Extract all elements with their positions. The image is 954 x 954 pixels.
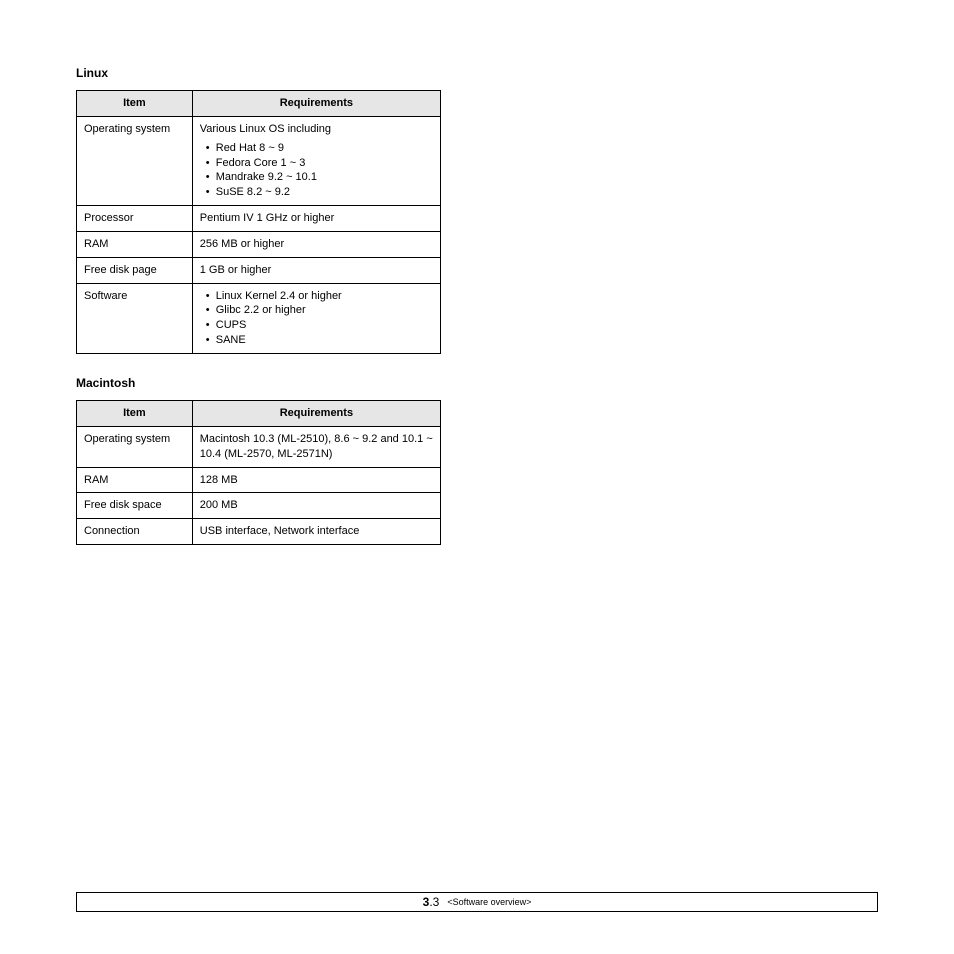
table-row: Free disk page 1 GB or higher [77, 257, 441, 283]
cell-req: 128 MB [192, 467, 440, 493]
cell-item: RAM [77, 467, 193, 493]
linux-heading: Linux [76, 66, 954, 80]
list-item: Mandrake 9.2 ~ 10.1 [206, 170, 433, 185]
linux-col-req: Requirements [192, 91, 440, 117]
table-row: RAM 128 MB [77, 467, 441, 493]
cell-req: Various Linux OS including Red Hat 8 ~ 9… [192, 116, 440, 205]
table-row: Software Linux Kernel 2.4 or higher Glib… [77, 283, 441, 353]
cell-req: Macintosh 10.3 (ML-2510), 8.6 ~ 9.2 and … [192, 426, 440, 467]
table-row: Connection USB interface, Network interf… [77, 519, 441, 545]
cell-req: 256 MB or higher [192, 231, 440, 257]
page-number-minor: .3 [429, 895, 439, 909]
list-item: Glibc 2.2 or higher [206, 303, 433, 318]
list-item: Linux Kernel 2.4 or higher [206, 289, 433, 304]
mac-col-req: Requirements [192, 400, 440, 426]
table-row: Operating system Macintosh 10.3 (ML-2510… [77, 426, 441, 467]
footer-box: 3.3 <Software overview> [76, 892, 878, 912]
table-row: Free disk space 200 MB [77, 493, 441, 519]
cell-item: Operating system [77, 426, 193, 467]
cell-item: Operating system [77, 116, 193, 205]
mac-col-item: Item [77, 400, 193, 426]
list-item: SANE [206, 333, 433, 348]
page-footer: 3.3 <Software overview> [76, 892, 878, 912]
linux-col-item: Item [77, 91, 193, 117]
os-intro: Various Linux OS including [200, 122, 433, 137]
list-item: CUPS [206, 318, 433, 333]
page-number-major: 3 [423, 895, 430, 909]
cell-item: Software [77, 283, 193, 353]
list-item: SuSE 8.2 ~ 9.2 [206, 185, 433, 200]
linux-requirements-table: Item Requirements Operating system Vario… [76, 90, 441, 354]
cell-req: 1 GB or higher [192, 257, 440, 283]
cell-req: Linux Kernel 2.4 or higher Glibc 2.2 or … [192, 283, 440, 353]
table-row: Operating system Various Linux OS includ… [77, 116, 441, 205]
table-row: RAM 256 MB or higher [77, 231, 441, 257]
cell-item: Connection [77, 519, 193, 545]
cell-item: RAM [77, 231, 193, 257]
cell-item: Free disk page [77, 257, 193, 283]
cell-req: USB interface, Network interface [192, 519, 440, 545]
cell-req: Pentium IV 1 GHz or higher [192, 206, 440, 232]
table-row: Processor Pentium IV 1 GHz or higher [77, 206, 441, 232]
mac-requirements-table: Item Requirements Operating system Macin… [76, 400, 441, 545]
cell-req: 200 MB [192, 493, 440, 519]
cell-item: Processor [77, 206, 193, 232]
cell-item: Free disk space [77, 493, 193, 519]
breadcrumb: <Software overview> [447, 897, 531, 907]
mac-heading: Macintosh [76, 376, 954, 390]
list-item: Fedora Core 1 ~ 3 [206, 156, 433, 171]
list-item: Red Hat 8 ~ 9 [206, 141, 433, 156]
